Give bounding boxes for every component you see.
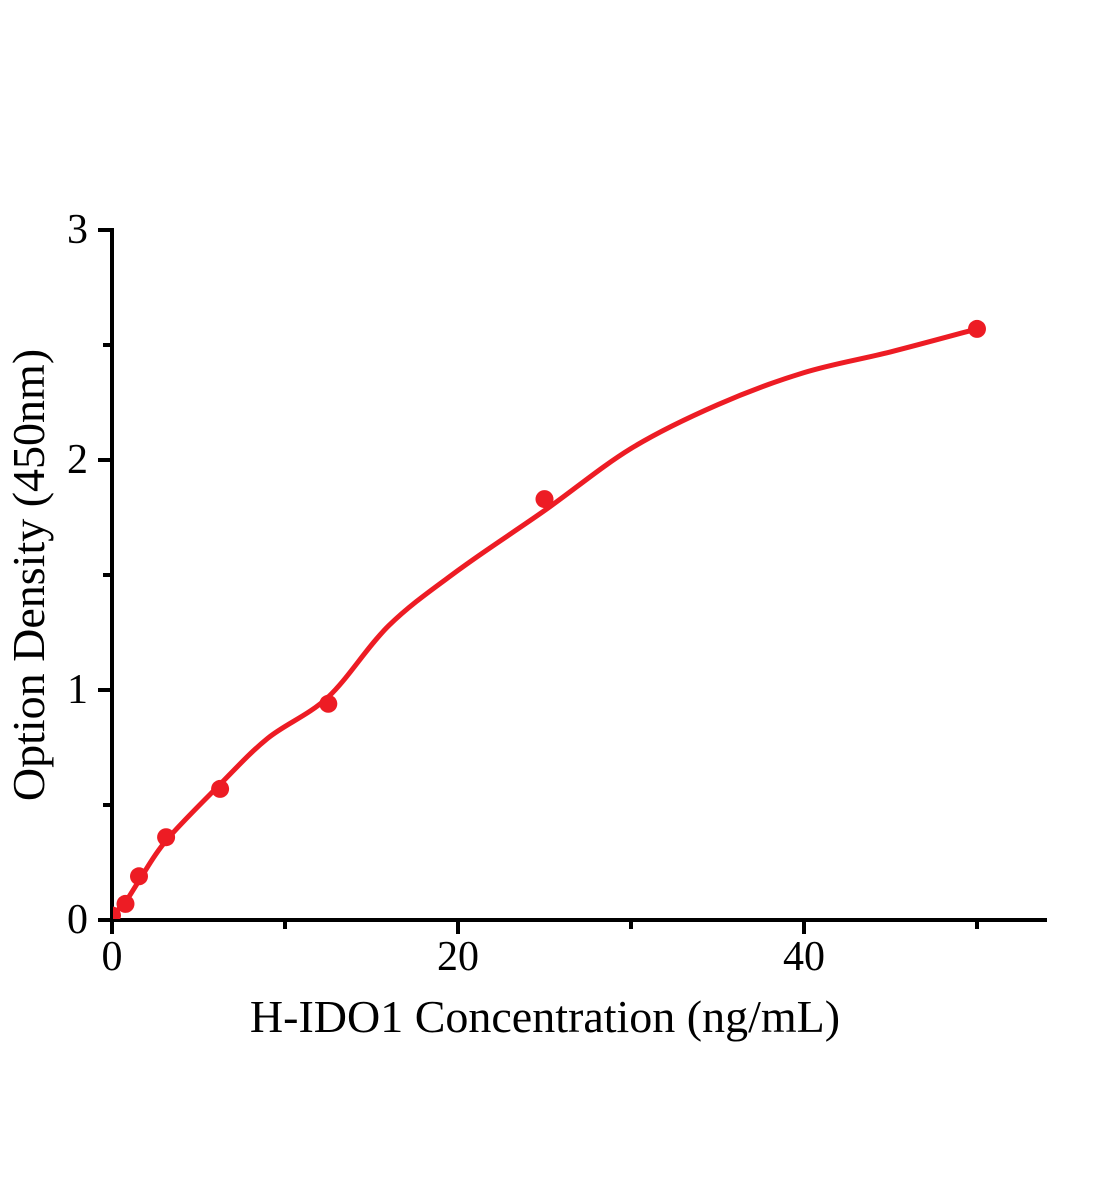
fit-curve xyxy=(113,326,980,918)
data-point xyxy=(211,779,230,798)
y-tick-label: 3 xyxy=(67,207,88,253)
axis-ticks xyxy=(98,228,979,934)
x-tick-label: 40 xyxy=(783,934,825,980)
data-point xyxy=(130,867,148,886)
data-point xyxy=(157,828,176,847)
y-tick-label: 0 xyxy=(67,897,88,943)
y-tick-label: 1 xyxy=(67,667,88,713)
data-point xyxy=(319,694,338,713)
x-axis-title: H-IDO1 Concentration (ng/mL) xyxy=(250,991,840,1042)
axes xyxy=(110,228,1047,922)
axis-tick-labels: 0 20 40 0 1 2 3 xyxy=(67,207,825,980)
data-layer xyxy=(113,319,986,919)
data-point xyxy=(535,490,554,509)
x-tick-label: 20 xyxy=(437,934,479,980)
data-point xyxy=(113,906,121,919)
data-point xyxy=(116,894,135,913)
y-tick-label: 2 xyxy=(67,437,88,483)
y-axis-title: Option Density (450nm) xyxy=(3,349,54,801)
x-tick-label: 0 xyxy=(102,934,123,980)
data-point xyxy=(968,319,986,338)
